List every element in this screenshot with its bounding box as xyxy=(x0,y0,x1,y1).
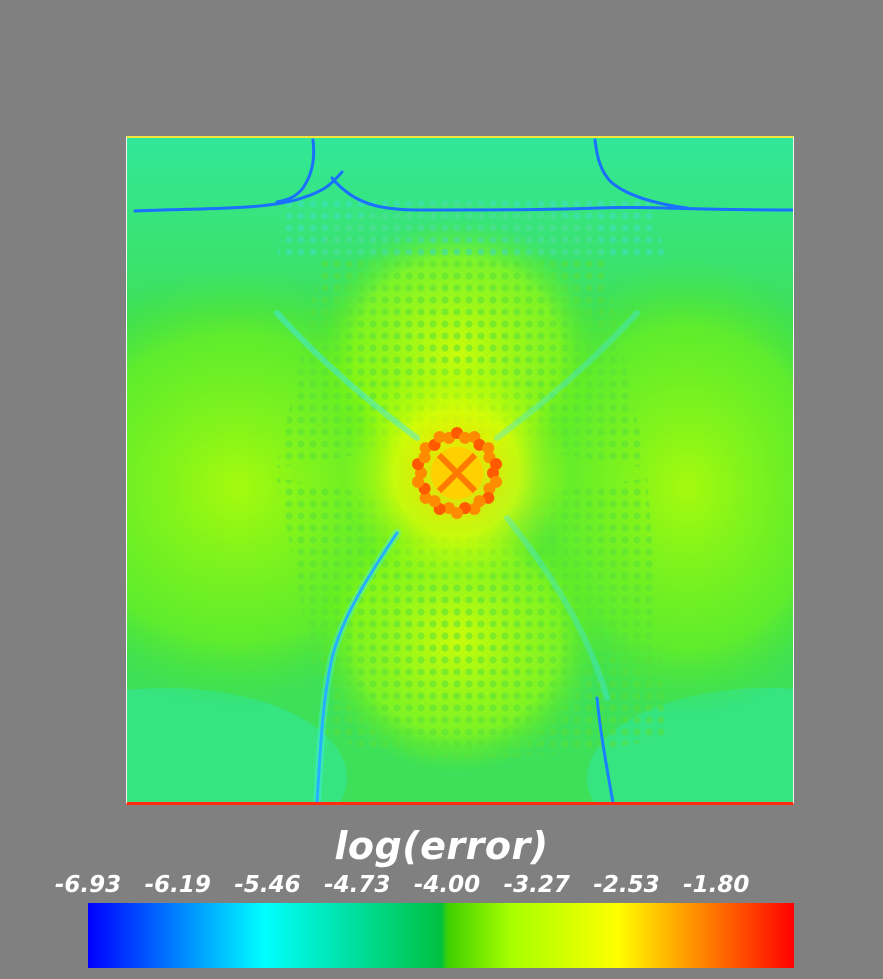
curve-right-bottom xyxy=(595,696,615,802)
ring-cross xyxy=(436,452,478,494)
colorbar-tick-label: -4.73 xyxy=(324,872,391,898)
colorbar-tick-label: -6.93 xyxy=(54,872,122,898)
ring-blob xyxy=(483,482,496,495)
field-corner-ll xyxy=(127,688,347,802)
colorbar-tick-label: -1.80 xyxy=(683,872,750,898)
curve-saddle-ur xyxy=(494,310,640,441)
ring-blob xyxy=(433,431,446,443)
curve-left-diagonal-halo xyxy=(313,529,401,802)
ring-blob xyxy=(482,442,495,455)
error-ring xyxy=(412,427,502,519)
colorbar-tick-label: -3.27 xyxy=(503,872,570,898)
heatmap-plot xyxy=(126,136,794,805)
curve-top-right-vertical xyxy=(593,138,689,210)
checker-band-cyan xyxy=(277,198,667,258)
ring-blob xyxy=(468,503,481,515)
ring-blob xyxy=(443,502,455,515)
colorbar xyxy=(88,903,794,968)
curve-top-left-vertical xyxy=(275,138,316,204)
colorbar-tick-label: -2.53 xyxy=(593,872,660,898)
colorbar-title: log(error) xyxy=(334,824,549,868)
ring-blob xyxy=(419,491,432,504)
curve-saddle-lr xyxy=(504,515,610,701)
colorbar-tick-label: -4.00 xyxy=(413,872,481,898)
colorbar-tick-label: -5.46 xyxy=(234,872,301,898)
heatmap-svg xyxy=(127,138,793,802)
min-error-curves xyxy=(133,138,793,802)
ring-blob xyxy=(459,431,471,444)
colorbar-tick-label: -6.19 xyxy=(144,872,211,898)
ring-blob xyxy=(490,458,502,471)
curve-saddle-ul xyxy=(274,310,420,441)
ring-blob xyxy=(418,451,431,464)
colorbar-gradient xyxy=(88,903,794,968)
curve-left-diagonal xyxy=(315,531,399,802)
